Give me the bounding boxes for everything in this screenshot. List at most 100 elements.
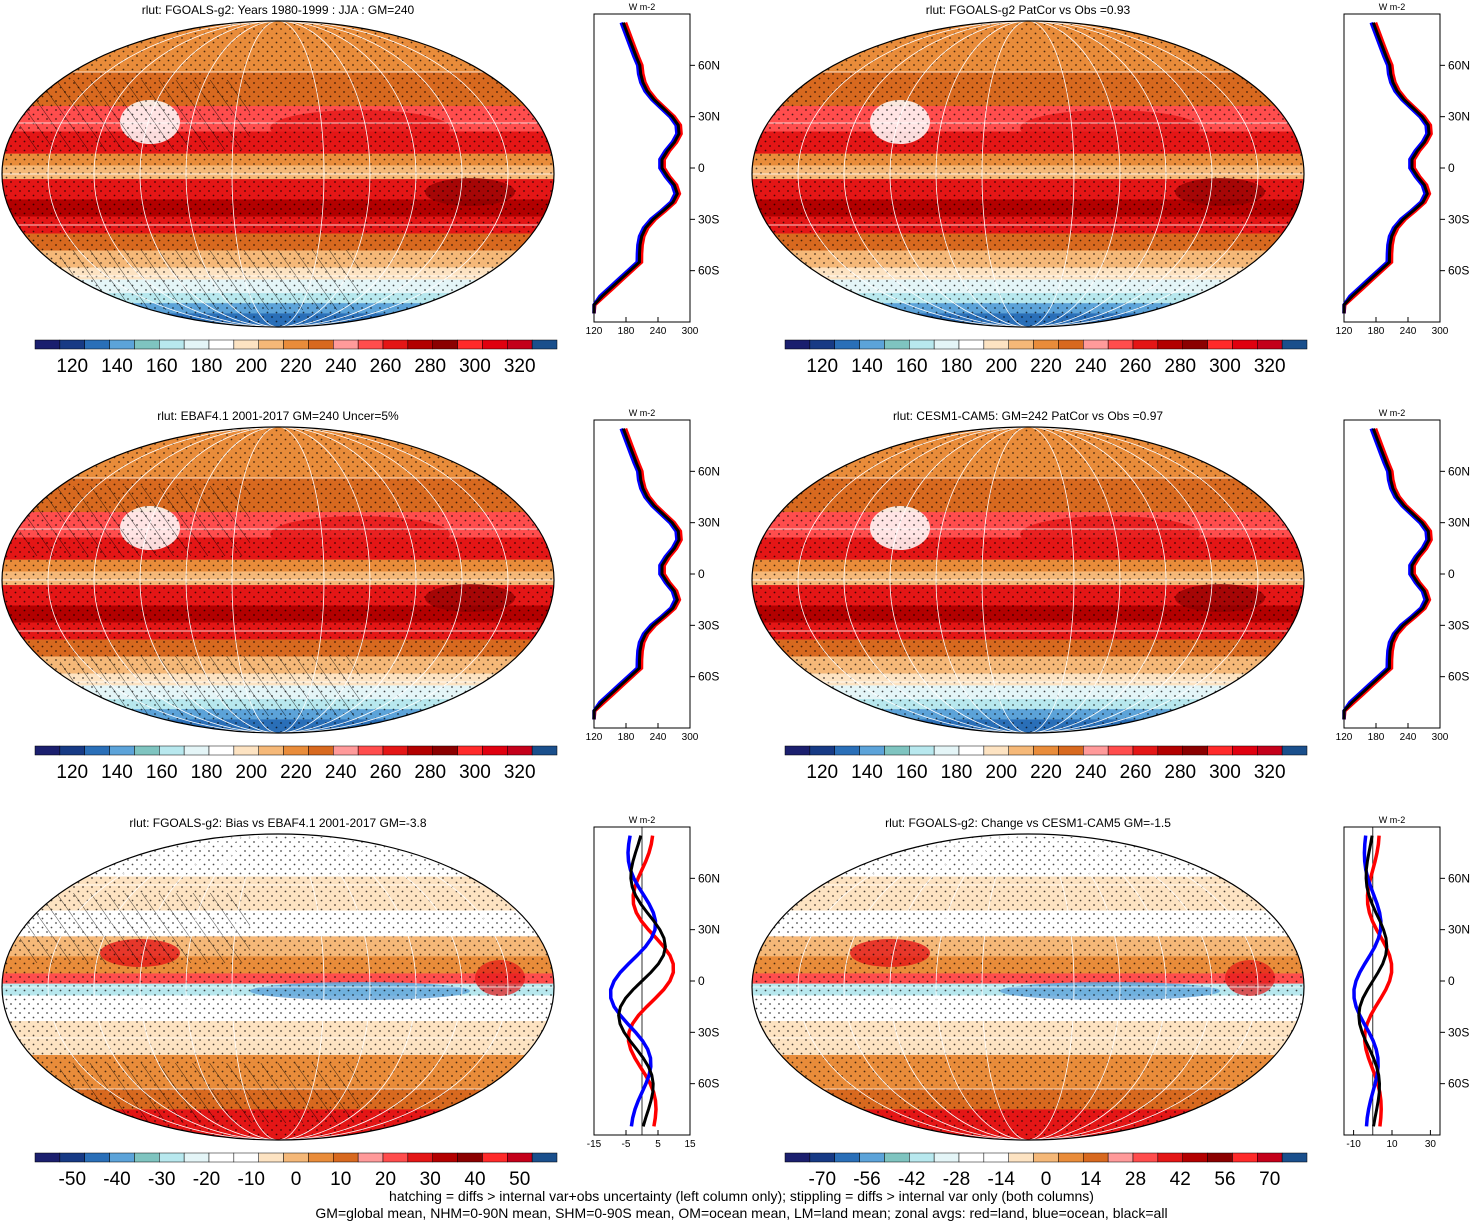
colorbar-tick-label: 240 bbox=[1075, 762, 1107, 783]
zonal-xtick-label: 180 bbox=[1368, 732, 1385, 743]
colorbar-tick-label: 240 bbox=[325, 356, 357, 377]
zonal-xtick-label: 180 bbox=[1368, 326, 1385, 337]
colorbar-swatch bbox=[382, 1152, 409, 1163]
zonal-xtick-label: 180 bbox=[618, 326, 635, 337]
colorbar-tick-label: 30 bbox=[420, 1169, 441, 1190]
footnote-legend: GM=global mean, NHM=0-90N mean, SHM=0-90… bbox=[315, 1205, 1168, 1221]
colorbar-swatch bbox=[958, 1152, 985, 1163]
zonal-frame bbox=[1343, 13, 1441, 323]
zonal-series-line bbox=[1342, 22, 1431, 314]
zonal-mean-panel: W m-2 120 180 240 300 60N 30N 0 30S 60S bbox=[586, 2, 720, 337]
colorbar-tick-label: 160 bbox=[146, 356, 178, 377]
colorbar-swatch bbox=[208, 745, 235, 756]
colorbar-tick-label: 240 bbox=[325, 762, 357, 783]
colorbar-tick-label: 50 bbox=[509, 1169, 530, 1190]
zonal-lattick-label: 0 bbox=[698, 567, 705, 581]
zonal-xtick-label: 10 bbox=[1386, 1139, 1398, 1150]
colorbar-tick-label: -10 bbox=[238, 1169, 265, 1190]
colorbar-swatch bbox=[84, 745, 110, 756]
colorbar-tick-label: 320 bbox=[504, 762, 536, 783]
colorbar-swatch bbox=[457, 745, 483, 756]
zonal-xtick-label: 15 bbox=[684, 1139, 696, 1150]
colorbar-swatch bbox=[1207, 339, 1233, 350]
map-outline bbox=[751, 20, 1305, 328]
zonal-mean-panel: W m-2 120 180 240 300 60N 30N 0 30S 60S bbox=[1336, 2, 1470, 337]
colorbar-swatch bbox=[909, 745, 935, 756]
colorbar-swatch bbox=[1107, 745, 1134, 756]
colorbar-tick-label: 200 bbox=[235, 356, 267, 377]
zonal-xtick-label: 240 bbox=[1400, 732, 1417, 743]
colorbar-swatch bbox=[457, 339, 483, 350]
colorbar-swatch bbox=[507, 339, 533, 350]
colorbar-swatch bbox=[109, 745, 135, 756]
zonal-xtick-label: 120 bbox=[586, 326, 603, 337]
colorbar-tick-label: 280 bbox=[1164, 762, 1196, 783]
colorbar-swatch bbox=[983, 339, 1009, 350]
colorbar-swatch bbox=[859, 1152, 885, 1163]
colorbar-swatch bbox=[432, 1152, 458, 1163]
colorbar-swatch bbox=[457, 1152, 483, 1163]
colorbar-tick-label: 14 bbox=[1080, 1169, 1102, 1190]
colorbar-swatch bbox=[283, 339, 309, 350]
colorbar-swatch bbox=[283, 1152, 309, 1163]
zonal-units: W m-2 bbox=[1379, 815, 1406, 825]
zonal-xtick-label: 5 bbox=[655, 1139, 661, 1150]
colorbar-swatch bbox=[1232, 1152, 1258, 1163]
zonal-series-line bbox=[1357, 835, 1389, 1127]
colorbar-swatch bbox=[1008, 339, 1034, 350]
colorbar-swatch bbox=[1257, 339, 1283, 350]
colorbar-swatch bbox=[1083, 339, 1109, 350]
zonal-units: W m-2 bbox=[629, 815, 656, 825]
zonal-xtick-label: 30 bbox=[1425, 1139, 1437, 1150]
colorbar-tick-label: 300 bbox=[1209, 762, 1241, 783]
zonal-series-line bbox=[592, 428, 681, 720]
colorbar-swatch bbox=[809, 745, 835, 756]
colorbar-swatch bbox=[1132, 1152, 1159, 1163]
colorbar-swatch bbox=[357, 1152, 384, 1163]
colorbar-swatch bbox=[507, 1152, 533, 1163]
colorbar-swatch bbox=[308, 1152, 334, 1163]
zonal-lattick-label: 30N bbox=[698, 110, 720, 124]
hatching bbox=[60, 656, 360, 716]
colorbar-swatch bbox=[1257, 1152, 1283, 1163]
colorbar-tick-label: -28 bbox=[943, 1169, 970, 1190]
colorbar-swatch bbox=[208, 1152, 235, 1163]
colorbar-tick-label: 120 bbox=[806, 356, 838, 377]
panel-group: rlut: FGOALS-g2: Years 1980-1999 : JJA :… bbox=[1, 2, 1470, 1190]
colorbar-tick-label: 56 bbox=[1214, 1169, 1235, 1190]
panel-4: rlut: CESM1-CAM5: GM=242 PatCor vs Obs =… bbox=[751, 408, 1470, 783]
zonal-xtick-label: -5 bbox=[622, 1139, 631, 1150]
colorbar-tick-label: 280 bbox=[414, 356, 446, 377]
colorbar-swatch bbox=[34, 745, 61, 756]
colorbar-swatch bbox=[933, 745, 960, 756]
zonal-lattick-label: 0 bbox=[1448, 567, 1455, 581]
colorbar-swatch bbox=[933, 1152, 960, 1163]
colorbar-tick-label: 42 bbox=[1170, 1169, 1191, 1190]
colorbar-tick-label: 180 bbox=[941, 762, 973, 783]
hatching bbox=[20, 486, 250, 556]
panel-title: rlut: FGOALS-g2: Bias vs EBAF4.1 2001-20… bbox=[129, 816, 426, 830]
colorbar-swatch bbox=[884, 1152, 910, 1163]
colorbar-swatch bbox=[884, 745, 910, 756]
zonal-series-line bbox=[608, 835, 658, 1127]
colorbar-swatch bbox=[531, 745, 558, 756]
colorbar-swatch bbox=[1207, 1152, 1233, 1163]
colorbar-tick-label: -42 bbox=[898, 1169, 925, 1190]
colorbar-tick-label: -14 bbox=[988, 1169, 1016, 1190]
panel-title: rlut: FGOALS-g2 PatCor vs Obs =0.93 bbox=[926, 3, 1131, 17]
zonal-series-line bbox=[592, 22, 681, 314]
zonal-series-line bbox=[1352, 835, 1383, 1127]
hatching bbox=[20, 893, 250, 963]
colorbar-swatch bbox=[507, 745, 533, 756]
colorbar-swatch bbox=[159, 745, 185, 756]
colorbar-tick-label: 180 bbox=[191, 356, 223, 377]
panel-5: rlut: FGOALS-g2: Bias vs EBAF4.1 2001-20… bbox=[1, 815, 720, 1190]
colorbar-tick-label: 120 bbox=[56, 356, 88, 377]
colorbar-swatch bbox=[482, 1152, 508, 1163]
zonal-xtick-label: 300 bbox=[1432, 732, 1449, 743]
colorbar-swatch bbox=[34, 339, 61, 350]
colorbar-tick-label: 280 bbox=[1164, 356, 1196, 377]
colorbar-tick-label: 220 bbox=[1030, 762, 1062, 783]
colorbar-swatch bbox=[1182, 1152, 1208, 1163]
zonal-units: W m-2 bbox=[1379, 2, 1406, 12]
